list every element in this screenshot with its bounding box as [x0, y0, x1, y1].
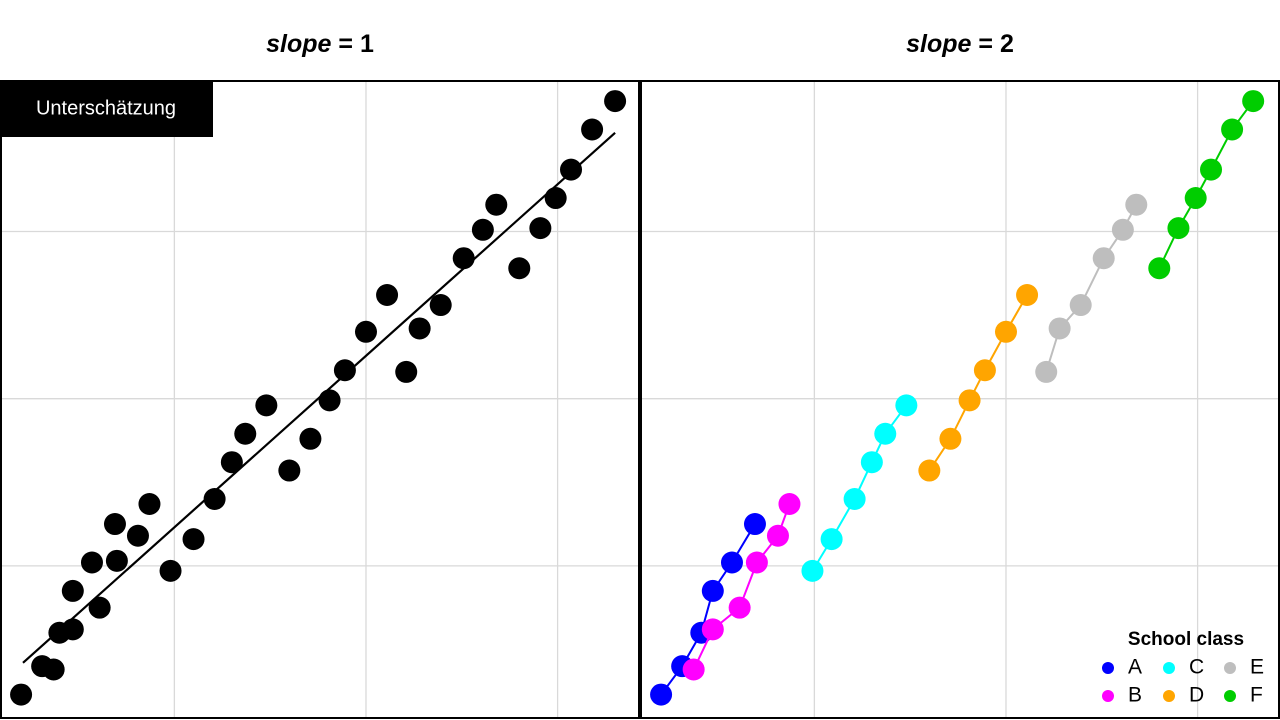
point	[220, 451, 243, 474]
point	[1221, 118, 1244, 141]
point	[318, 389, 341, 412]
point	[728, 596, 751, 619]
panel-border	[0, 80, 640, 719]
point	[234, 422, 257, 445]
title-rest: = 1	[338, 30, 374, 58]
point	[508, 257, 531, 280]
legend-label: B	[1128, 684, 1142, 707]
point	[485, 193, 508, 216]
point	[88, 596, 111, 619]
point	[939, 427, 962, 450]
point	[1200, 158, 1223, 181]
point	[61, 618, 84, 641]
legend-title: School class	[1128, 629, 1244, 650]
point	[843, 487, 866, 510]
point	[581, 118, 604, 141]
point	[650, 683, 673, 706]
point	[1242, 90, 1265, 113]
legend-label: E	[1250, 656, 1264, 679]
panel: slope = 2 School class AB CD EF	[640, 30, 1280, 719]
point	[255, 394, 278, 417]
point	[182, 528, 205, 551]
title-italic: slope	[266, 30, 331, 58]
point	[529, 217, 552, 240]
point	[61, 579, 84, 602]
point	[1069, 294, 1092, 317]
point	[701, 579, 724, 602]
point	[801, 559, 824, 582]
point	[138, 492, 161, 515]
legend-swatch	[1224, 690, 1236, 702]
legend-label: A	[1128, 656, 1142, 679]
annotation-box	[0, 81, 213, 137]
point	[778, 492, 801, 515]
title-rest: = 2	[978, 30, 1013, 58]
point	[766, 524, 789, 547]
legend-label: F	[1250, 684, 1263, 707]
point	[745, 551, 768, 574]
annotation: Unterschätzung	[36, 97, 176, 119]
point	[604, 90, 627, 113]
point	[1092, 247, 1115, 270]
point	[333, 359, 356, 382]
point	[994, 320, 1017, 343]
point	[743, 513, 766, 536]
legend-label: D	[1189, 684, 1204, 707]
point	[973, 359, 996, 382]
legend-label: C	[1189, 656, 1204, 679]
point	[860, 451, 883, 474]
point	[408, 317, 431, 340]
point	[560, 158, 583, 181]
point	[1148, 257, 1171, 280]
point	[80, 551, 103, 574]
point	[278, 459, 301, 482]
title-italic: slope	[906, 30, 971, 58]
point	[1111, 218, 1134, 241]
point	[1184, 187, 1207, 210]
point	[701, 618, 724, 641]
point	[299, 427, 322, 450]
point	[682, 658, 705, 681]
point	[42, 658, 65, 681]
point	[376, 284, 399, 307]
legend-swatch	[1163, 690, 1175, 702]
point	[103, 513, 126, 536]
point	[1035, 360, 1058, 383]
legend-swatch	[1102, 690, 1114, 702]
point	[126, 524, 149, 547]
point	[720, 551, 743, 574]
point	[452, 247, 475, 270]
point	[429, 294, 452, 317]
panel: slope = 1 Unterschätzung	[0, 30, 640, 719]
point	[1167, 217, 1190, 240]
point	[105, 549, 128, 572]
point	[1048, 317, 1071, 340]
point	[159, 559, 182, 582]
panel-title: slope = 2	[906, 30, 1014, 58]
legend-swatch	[1163, 662, 1175, 674]
point	[354, 320, 377, 343]
point	[820, 528, 843, 551]
point	[544, 187, 567, 210]
panel-title: slope = 1	[266, 30, 374, 58]
point	[1125, 193, 1148, 216]
point	[395, 360, 418, 383]
point	[471, 218, 494, 241]
legend-swatch	[1102, 662, 1114, 674]
legend-swatch	[1224, 662, 1236, 674]
panel-border	[640, 80, 1280, 719]
point	[10, 683, 33, 706]
point	[203, 487, 226, 510]
point	[874, 422, 897, 445]
point	[958, 389, 981, 412]
point	[895, 394, 918, 417]
point	[1016, 284, 1039, 307]
point	[918, 459, 941, 482]
